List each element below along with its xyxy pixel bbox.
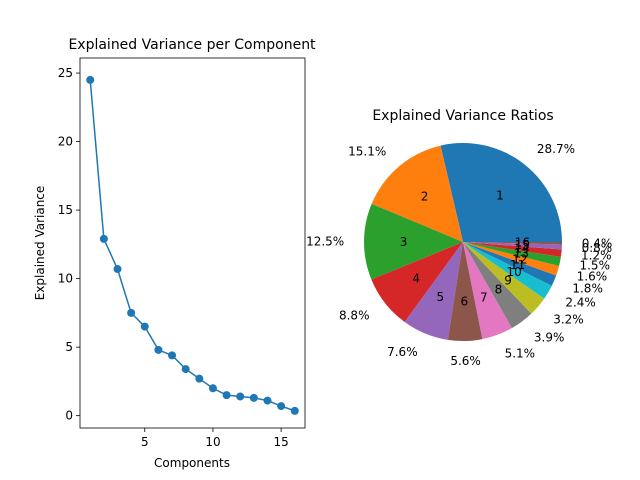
pie-pct-label: 2.4% (565, 295, 596, 309)
pie-slice (404, 242, 463, 340)
pie-slice (463, 242, 562, 250)
pie-slice-label: 15 (515, 238, 530, 252)
line-axes-frame (79, 57, 306, 429)
line-point (99, 234, 108, 243)
pie-slice (440, 142, 562, 242)
x-tick-label: 15 (273, 435, 288, 449)
line-point (181, 365, 190, 374)
pie-slice (463, 242, 562, 257)
pie-slice (371, 242, 463, 322)
pie-slice-label: 11 (510, 258, 525, 272)
line-chart-title: Explained Variance per Component (68, 37, 316, 53)
line-series (89, 79, 296, 412)
line-y-ticks: 0 5 10 15 20 25 (58, 66, 80, 423)
line-x-axis-label: Components (154, 456, 230, 470)
pie-pct-label: 1.8% (572, 281, 603, 295)
pie-slice-label: 10 (507, 265, 522, 279)
pie-slice (463, 242, 557, 286)
pie-pct-label: 1.5% (579, 258, 610, 272)
line-point (113, 265, 122, 274)
line-point (236, 392, 245, 401)
pie-pct-label: 5.1% (505, 346, 536, 360)
y-tick-label: 5 (65, 340, 73, 354)
pie-slices (364, 142, 562, 341)
line-point (86, 75, 95, 84)
pie-slice-label: 7 (480, 291, 488, 305)
line-point (277, 402, 286, 411)
pie-slice (371, 145, 463, 242)
pie-pct-label: 0.4% (582, 236, 613, 250)
pie-slice-label: 8 (495, 283, 503, 297)
pie-slice-label: 6 (460, 294, 468, 308)
line-point (208, 384, 217, 393)
pie-slice-label: 9 (504, 274, 512, 288)
pie-chart: Explained Variance Ratios 128.7%215.1%31… (306, 108, 612, 368)
pie-slice-label: 4 (412, 272, 420, 286)
pie-slice-label: 13 (514, 247, 529, 261)
line-point (222, 391, 231, 400)
x-tick-label: 10 (205, 435, 220, 449)
pie-pct-label: 3.2% (553, 312, 584, 326)
line-point (290, 406, 299, 415)
pie-pct-label: 0.8% (582, 241, 613, 255)
pie-slice (447, 242, 483, 341)
line-chart: Explained Variance per Component 5 10 15 0… (33, 37, 316, 470)
line-point (168, 351, 177, 360)
pie-slice (463, 242, 512, 340)
y-tick-label: 20 (58, 135, 73, 149)
line-x-ticks: 5 10 15 (141, 428, 289, 449)
pie-pct-label: 1.2% (581, 248, 612, 262)
pie-slice-label: 14 (514, 242, 529, 256)
pie-slice-label: 12 (512, 252, 527, 266)
pie-pct-label: 5.6% (450, 354, 481, 368)
pie-slice (463, 242, 552, 299)
pie-slice (463, 242, 532, 329)
pie-slice (463, 242, 562, 245)
line-point (263, 396, 272, 405)
line-y-axis-label: Explained Variance (33, 186, 47, 301)
pie-slice-label: 1 (496, 188, 504, 202)
line-point (249, 393, 258, 402)
y-tick-label: 10 (58, 272, 73, 286)
line-point (127, 308, 136, 317)
pie-pct-label: 12.5% (306, 235, 344, 249)
y-tick-label: 0 (65, 409, 73, 423)
pie-pct-label: 28.7% (537, 142, 575, 156)
pie-slice (463, 242, 560, 276)
y-tick-label: 15 (58, 203, 73, 217)
pie-pct-label: 3.9% (534, 330, 565, 344)
pie-slice-label: 2 (421, 190, 429, 204)
x-tick-label: 5 (141, 435, 149, 449)
line-plot-area (86, 75, 299, 415)
pie-slice-label: 3 (400, 235, 408, 249)
pie-chart-title: Explained Variance Ratios (372, 108, 553, 124)
y-tick-label: 25 (58, 66, 73, 80)
pie-slice (463, 242, 561, 266)
line-point (140, 322, 149, 331)
pie-slice (364, 203, 463, 280)
pie-slice-label: 16 (515, 236, 530, 250)
line-point (195, 374, 204, 383)
pie-slice-label: 5 (436, 290, 444, 304)
pie-labels: 1 28.7% 2 15.1% 3 12.5% 4 8.8% 5 7.6% 6 5.6% 7 5.1% 8 3… (306, 142, 612, 368)
pie-pct-label: 15.1% (348, 144, 386, 158)
pie-pct-label: 8.8% (339, 308, 370, 322)
pie-slice (463, 242, 545, 314)
pie-pct-label: 7.6% (387, 345, 418, 359)
line-point (154, 345, 163, 354)
pie-pct-label: 1.6% (577, 270, 608, 284)
